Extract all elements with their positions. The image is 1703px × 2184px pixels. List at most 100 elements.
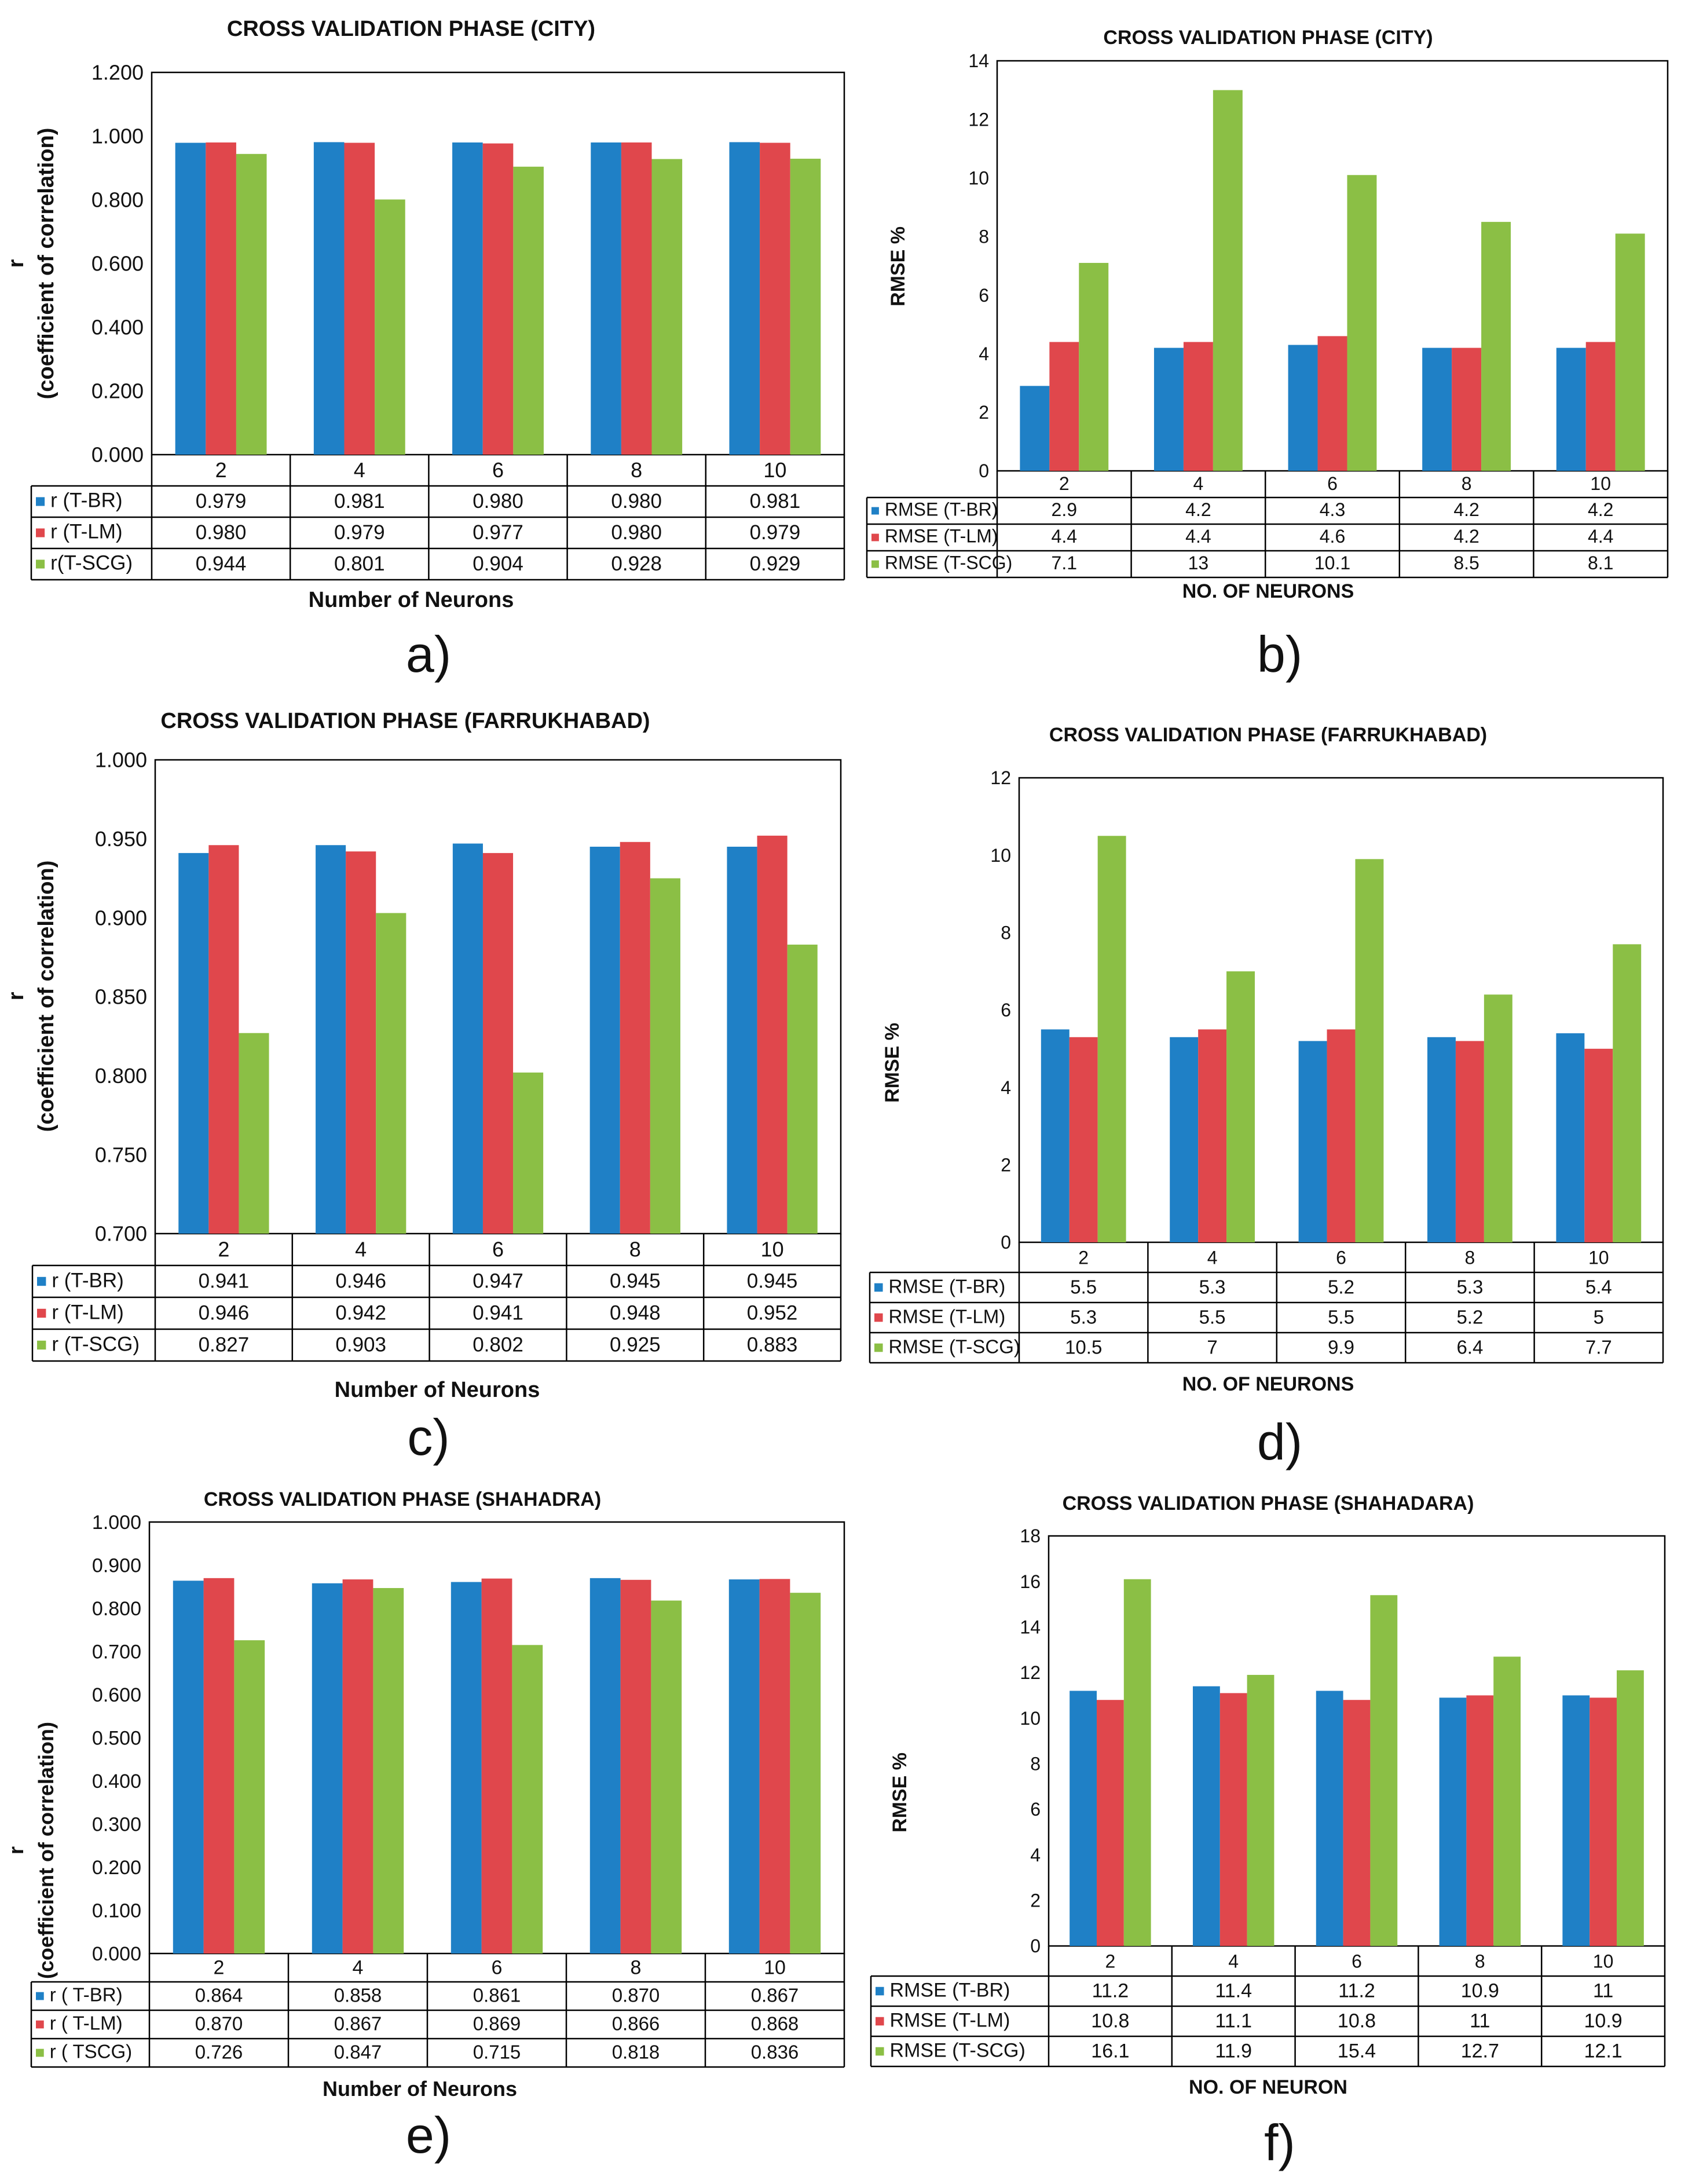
bar-t-lm-10 — [1584, 1048, 1613, 1242]
bar-t-br-8 — [1427, 1037, 1456, 1242]
data-label: 4.2 — [1453, 526, 1479, 547]
legend-swatch-t-br — [874, 1283, 883, 1292]
bar-t-lm-6 — [1317, 336, 1347, 471]
bar-t-lm-2 — [206, 142, 236, 455]
y-tick-label: 0.800 — [91, 188, 144, 212]
data-label: 0.868 — [751, 2013, 799, 2034]
y-tick-label: 8 — [1001, 923, 1011, 943]
bar-t-lm-4 — [1198, 1029, 1227, 1242]
data-label: 13 — [1188, 553, 1209, 573]
bar-t-br-2 — [1020, 386, 1050, 471]
data-label: 0.715 — [473, 2041, 521, 2062]
x-category-label: 2 — [218, 1238, 229, 1261]
data-label: 0.946 — [335, 1270, 386, 1293]
bar-t-br-6 — [451, 1582, 482, 1953]
data-label: 5.4 — [1585, 1276, 1612, 1297]
data-label: 0.980 — [473, 490, 523, 513]
data-label: 0.883 — [747, 1334, 798, 1356]
legend-swatch-t-lm — [876, 2017, 884, 2026]
legend-label-t-br: r (T-BR) — [50, 489, 122, 512]
panel-label: f) — [1264, 2114, 1295, 2171]
bar-t-br-8 — [1439, 1698, 1467, 1946]
bar-t-br-2 — [1041, 1029, 1070, 1242]
legend-swatch-t-br — [871, 507, 879, 515]
y-tick-label: 0 — [1001, 1232, 1011, 1253]
bar-t-lm-8 — [620, 842, 650, 1234]
bar-t-scg-4 — [1226, 971, 1255, 1242]
y-tick-label: 16 — [1020, 1571, 1041, 1592]
bar-t-scg-10 — [1613, 944, 1642, 1242]
bar-t-scg-8 — [651, 159, 683, 455]
bar-t-lm-10 — [1590, 1698, 1617, 1946]
legend-swatch-t-lm — [36, 2020, 44, 2029]
x-category-label: 4 — [355, 1238, 367, 1261]
data-label: 0.801 — [334, 553, 385, 575]
data-label: 0.726 — [195, 2041, 243, 2062]
x-axis-label: NO. OF NEURONS — [1182, 580, 1354, 602]
panel-label: d) — [1257, 1413, 1302, 1470]
data-label: 0.861 — [473, 1984, 521, 2006]
legend-label-t-scg: r ( TSCG) — [50, 2040, 132, 2062]
bar-t-scg-6 — [1355, 859, 1384, 1242]
y-tick-label: 18 — [1020, 1525, 1041, 1546]
legend-label-t-lm: r (T-LM) — [52, 1301, 123, 1323]
legend-swatch-t-scg — [871, 560, 879, 568]
data-label: 2.9 — [1052, 499, 1077, 520]
y-tick-label: 10 — [968, 167, 989, 188]
y-tick-label: 1.200 — [91, 61, 144, 85]
bar-t-scg-8 — [1493, 1656, 1521, 1946]
bar-t-lm-4 — [1183, 342, 1213, 471]
x-category-label: 8 — [1475, 1951, 1485, 1971]
bar-t-br-10 — [1556, 347, 1586, 471]
bar-t-br-10 — [728, 1579, 760, 1953]
data-label: 0.870 — [612, 1984, 660, 2006]
bar-t-lm-2 — [1049, 342, 1079, 471]
bar-t-lm-10 — [760, 142, 790, 455]
data-label: 0.941 — [473, 1302, 523, 1325]
data-label: 4.6 — [1320, 526, 1345, 547]
bar-t-br-8 — [589, 1578, 621, 1953]
y-tick-label: 4 — [979, 343, 989, 364]
bar-t-br-6 — [1298, 1041, 1327, 1242]
legend-swatch-t-scg — [37, 1340, 46, 1350]
y-tick-label: 0.950 — [95, 827, 147, 851]
bar-t-br-4 — [1153, 347, 1184, 471]
data-label: 11.1 — [1215, 2010, 1252, 2032]
data-label: 10.8 — [1091, 2010, 1129, 2032]
panel-label: c) — [407, 1409, 449, 1466]
x-category-label: 6 — [1336, 1247, 1346, 1268]
legend-label-t-br: r ( T-BR) — [50, 1984, 123, 2005]
data-label: 5.2 — [1328, 1276, 1354, 1297]
legend-swatch-t-br — [37, 1276, 46, 1286]
y-tick-label: 12 — [990, 767, 1011, 788]
data-label: 0.945 — [610, 1270, 661, 1293]
x-category-label: 4 — [1207, 1247, 1218, 1268]
bar-t-scg-4 — [373, 1587, 404, 1953]
x-category-label: 6 — [492, 458, 504, 482]
x-category-label: 6 — [492, 1238, 504, 1261]
data-label: 0.944 — [196, 553, 247, 575]
data-label: 0.847 — [334, 2041, 382, 2062]
data-label: 0.941 — [199, 1270, 250, 1293]
y-tick-label: 0.700 — [92, 1641, 141, 1663]
data-label: 11 — [1470, 2010, 1490, 2032]
y-tick-label: 0 — [1030, 1936, 1041, 1956]
bar-t-lm-2 — [1069, 1037, 1098, 1242]
y-tick-label: 12 — [1020, 1662, 1041, 1683]
legend-swatch-t-lm — [871, 533, 879, 542]
bar-t-scg-2 — [236, 153, 267, 455]
chart-b-city-rmse: CROSS VALIDATION PHASE (CITY) 0 2 4 6 8 10 12 14… — [866, 27, 1669, 683]
legend-swatch-t-scg — [36, 2048, 44, 2057]
data-label: 0.866 — [612, 2013, 660, 2034]
data-label: 11 — [1593, 1980, 1613, 2002]
y-tick-label: 0.700 — [95, 1222, 147, 1246]
x-category-label: 4 — [354, 458, 365, 482]
x-category-label: 2 — [214, 1956, 225, 1978]
bar-t-scg-6 — [1347, 175, 1377, 471]
data-label: 0.980 — [611, 521, 662, 544]
panel-label: e) — [406, 2106, 451, 2164]
y-tick-label: 0.900 — [92, 1554, 141, 1576]
data-label: 0.981 — [334, 490, 385, 513]
data-label: 12.7 — [1461, 2040, 1499, 2062]
x-axis-label: NO. OF NEURON — [1189, 2076, 1347, 2098]
